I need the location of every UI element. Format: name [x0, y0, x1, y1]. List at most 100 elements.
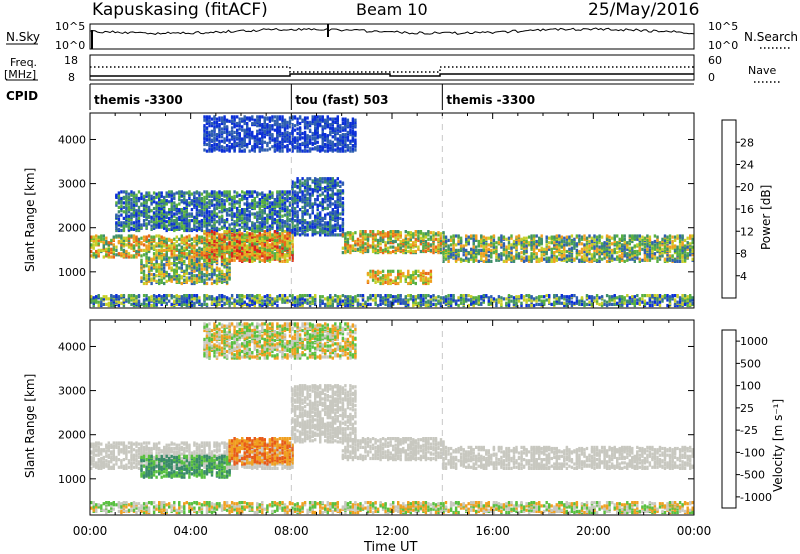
heatmap-cell: [145, 258, 148, 262]
heatmap-cell: [550, 254, 553, 258]
heatmap-cell: [165, 247, 168, 251]
heatmap-cell: [185, 271, 188, 276]
heatmap-cell: [185, 220, 188, 224]
heatmap-cell: [147, 191, 151, 195]
heatmap-cell: [515, 253, 518, 257]
heatmap-cell: [150, 215, 153, 219]
heatmap-cell: [314, 201, 317, 205]
heatmap-cell: [316, 203, 319, 207]
heatmap-cell: [125, 254, 128, 258]
heatmap-cell: [193, 225, 196, 229]
heatmap-cell: [200, 201, 204, 205]
heatmap-cell: [122, 227, 126, 231]
heatmap-cell: [414, 281, 417, 286]
heatmap-cell: [147, 244, 151, 248]
heatmap-cell: [142, 208, 146, 212]
heatmap-cell: [273, 204, 277, 208]
heatmap-cell: [246, 238, 249, 242]
heatmap-cell: [173, 251, 176, 255]
heatmap-cell: [392, 239, 395, 244]
heatmap-cell: [268, 233, 272, 237]
heatmap-cell: [490, 235, 493, 239]
heatmap-cell: [381, 269, 385, 273]
heatmap-cell: [467, 235, 470, 239]
heatmap-cell: [608, 245, 611, 249]
heatmap-cell: [178, 198, 181, 202]
heatmap-cell: [339, 198, 342, 202]
heatmap-cell: [419, 277, 423, 281]
heatmap-cell: [402, 271, 405, 276]
heatmap-cell: [168, 266, 171, 270]
heatmap-cell: [419, 239, 423, 244]
heatmap-cell: [135, 211, 138, 215]
heatmap-cell: [397, 271, 400, 276]
heatmap-cell: [225, 273, 229, 277]
heatmap-cell: [314, 225, 317, 229]
heatmap-cell: [190, 214, 194, 218]
heatmap-cell: [530, 254, 533, 258]
heatmap-cell: [472, 258, 475, 262]
heatmap-cell: [95, 239, 98, 244]
heatmap-cell: [263, 211, 266, 215]
heatmap-cell: [550, 235, 553, 239]
heatmap-cell: [251, 221, 254, 225]
heatmap-cell: [266, 253, 269, 257]
heatmap-cell: [210, 224, 214, 228]
heatmap-cell: [404, 230, 407, 234]
heatmap-cell: [137, 205, 141, 209]
heatmap-cell: [115, 234, 118, 238]
heatmap-cell: [261, 248, 264, 252]
heatmap-cell: [316, 220, 319, 224]
heatmap-cell: [311, 209, 314, 213]
heatmap-cell: [213, 210, 216, 214]
heatmap-cell: [268, 227, 272, 231]
heatmap-cell: [429, 243, 433, 247]
heatmap-cell: [419, 271, 423, 276]
heatmap-cell: [105, 253, 108, 257]
heatmap-cell: [160, 194, 163, 198]
heatmap-cell: [475, 245, 478, 249]
heatmap-cell: [404, 244, 407, 248]
heatmap-cell: [278, 214, 282, 218]
heatmap-cell: [673, 247, 677, 251]
heatmap-cell: [281, 249, 284, 254]
heatmap-cell: [303, 219, 307, 223]
heatmap-cell: [147, 220, 151, 224]
heatmap-cell: [130, 243, 133, 247]
heatmap-cell: [238, 193, 241, 197]
heatmap-cell: [258, 255, 261, 259]
heatmap-cell: [485, 242, 488, 246]
heatmap-cell: [218, 195, 221, 199]
heatmap-cell: [311, 222, 314, 226]
heatmap-cell: [200, 247, 204, 251]
heatmap-cell: [444, 244, 448, 248]
heatmap-cell: [324, 185, 327, 190]
heatmap-cell: [331, 230, 334, 234]
heatmap-cell: [117, 221, 121, 225]
heatmap-cell: [173, 242, 176, 246]
heatmap-cell: [132, 254, 136, 258]
heatmap-cell: [117, 227, 121, 231]
heatmap-cell: [507, 243, 511, 247]
heatmap-cell: [590, 256, 594, 260]
heatmap-cell: [120, 213, 123, 217]
heatmap-cell: [286, 216, 289, 220]
heatmap-cell: [560, 253, 563, 257]
heatmap-cell: [384, 280, 387, 284]
heatmap-cell: [288, 217, 292, 222]
noise-left-tick-bottom: 10^0: [55, 39, 85, 52]
heatmap-cell: [482, 235, 485, 239]
heatmap-cell: [180, 208, 183, 212]
heatmap-cell: [462, 253, 465, 257]
heatmap-cell: [147, 277, 151, 281]
heatmap-cell: [314, 189, 317, 193]
heatmap-cell: [532, 249, 536, 254]
heatmap-cell: [198, 225, 201, 229]
heatmap-cell: [668, 249, 672, 254]
heatmap-cell: [107, 253, 110, 257]
heatmap-cell: [485, 256, 488, 260]
heatmap-cell: [220, 217, 224, 222]
heatmap-cell: [376, 238, 380, 242]
heatmap-cell: [595, 252, 599, 256]
heatmap-cell: [137, 219, 141, 223]
